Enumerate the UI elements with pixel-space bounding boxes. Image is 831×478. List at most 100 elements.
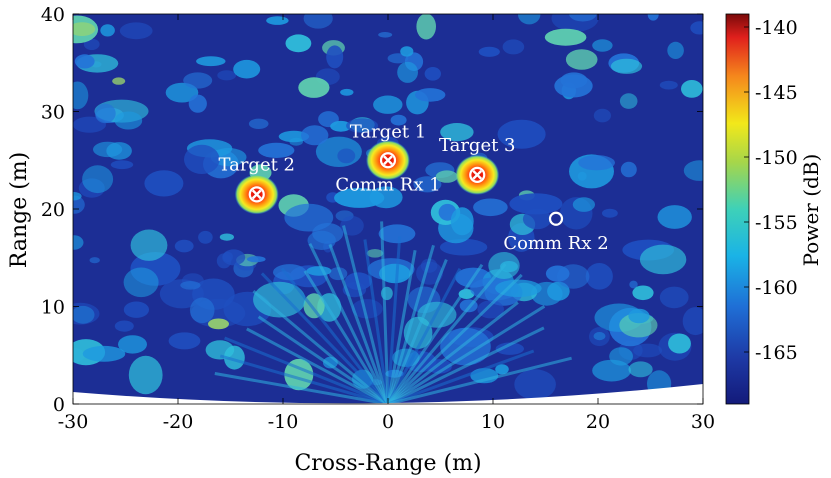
speckle-blob — [565, 49, 598, 70]
speckle-blob — [273, 264, 307, 281]
speckle-blob — [413, 176, 442, 193]
speckle-blob — [73, 302, 100, 325]
x-tick-label: -30 — [58, 411, 89, 433]
y-axis-label: Range (m) — [7, 152, 32, 268]
speckle-blob — [610, 58, 643, 74]
speckle-blob — [144, 170, 184, 197]
speckle-blob — [657, 205, 692, 229]
y-tick-label: 10 — [41, 297, 65, 319]
speckle-blob — [217, 70, 237, 81]
colorbar-label: Power (dB) — [799, 154, 823, 267]
x-tick-label: 0 — [382, 411, 394, 433]
colorbar — [725, 13, 750, 405]
x-tick-label: 20 — [586, 411, 610, 433]
colorbar-tick-label: -140 — [755, 17, 798, 39]
speckle-blob — [73, 81, 89, 110]
speckle-blob — [222, 249, 246, 266]
fan-ray — [363, 239, 390, 404]
speckle-blob — [373, 95, 403, 114]
speckle-blob — [682, 307, 703, 336]
speckle-blob — [94, 103, 116, 124]
speckle-blob — [556, 264, 590, 289]
x-tick-label: -20 — [163, 411, 194, 433]
fan-ray — [386, 273, 523, 404]
speckle-blob — [289, 137, 304, 146]
fan-ray — [328, 243, 390, 404]
target-marker-circle — [469, 166, 486, 183]
speckle-blob — [330, 120, 352, 132]
marker-layer: Target 1 Target 2 Target 3 Comm Rx 1 Comm Rx… — [218, 121, 608, 254]
fan-ray — [386, 263, 507, 404]
speckle-blob — [397, 61, 418, 83]
speckle-blob — [589, 327, 610, 347]
colorbar-ticks: -140 -145 -150 -155 -160 -165 — [744, 17, 798, 364]
colorbar-tick-label: -165 — [755, 342, 798, 364]
speckle-blob — [73, 235, 84, 250]
fan-ray — [257, 315, 389, 404]
speckle-blob — [585, 263, 613, 290]
target-marker-cross — [472, 170, 483, 180]
colorbar-tick-label: -145 — [755, 82, 798, 104]
speckle-blob — [609, 347, 633, 366]
speckle-blob — [569, 14, 597, 22]
speckle-blob — [667, 41, 684, 60]
fan-ray — [386, 267, 462, 404]
speckle-blob — [495, 279, 542, 297]
fan-ray — [386, 250, 417, 404]
x-tick-label: -10 — [268, 411, 299, 433]
speckle-blob — [619, 93, 638, 109]
fan-ray — [260, 272, 390, 404]
speckle-blob — [378, 32, 393, 38]
speckle-blob — [114, 320, 134, 332]
speckle-blob — [400, 46, 414, 57]
speckle-blob — [119, 22, 153, 40]
speckle-blob — [73, 191, 82, 201]
fan-ray — [387, 326, 545, 404]
speckle-blob — [497, 119, 546, 149]
speckle-blob — [577, 171, 587, 181]
speckle-blob — [83, 38, 100, 50]
speckle-blob — [180, 281, 201, 290]
speckle-blob — [165, 82, 199, 103]
fan-ray — [386, 236, 402, 404]
speckle-blob — [378, 224, 416, 244]
speckle-blob — [450, 207, 474, 236]
y-tick-label: 20 — [41, 199, 65, 221]
speckle-blob — [266, 16, 289, 25]
speckle-blob — [346, 118, 379, 134]
speckle-blob — [477, 300, 505, 319]
speckle-blob — [184, 144, 220, 174]
comm-rx-marker — [548, 211, 564, 226]
speckle-blob — [168, 332, 201, 350]
speckle-blob — [248, 118, 269, 129]
fan-ray — [308, 243, 390, 404]
speckle-blob — [593, 108, 612, 123]
y-tick-label: 30 — [41, 102, 65, 124]
speckle-blob — [198, 230, 213, 244]
speckle-blob — [659, 80, 678, 90]
colorbar-tick-label: -155 — [755, 212, 798, 234]
speckle-blob — [473, 198, 508, 217]
speckle-blob — [174, 239, 194, 253]
speckle-blob — [118, 335, 147, 354]
fan-ray — [386, 244, 435, 404]
speckle-blob — [628, 361, 653, 378]
fan-ray — [387, 305, 546, 404]
speckle-blob — [518, 14, 541, 25]
y-axis-ticks: 0 10 20 30 40 — [41, 4, 703, 416]
speckle-blob — [123, 301, 149, 318]
speckle-blob — [130, 229, 168, 261]
target-marker-circle — [248, 186, 265, 203]
speckle-blob — [128, 355, 163, 395]
fan-ray — [387, 356, 572, 404]
fan-ray — [386, 263, 484, 404]
x-tick-label: 10 — [481, 411, 505, 433]
speckle-blob — [578, 155, 615, 171]
speckle-blob — [334, 187, 385, 208]
comm-rx-label: Comm Rx 1 — [335, 174, 440, 195]
speckle-blob — [390, 114, 407, 126]
speckle-blob — [415, 88, 446, 102]
speckle-blob — [285, 34, 312, 53]
speckle-blob — [544, 28, 587, 46]
